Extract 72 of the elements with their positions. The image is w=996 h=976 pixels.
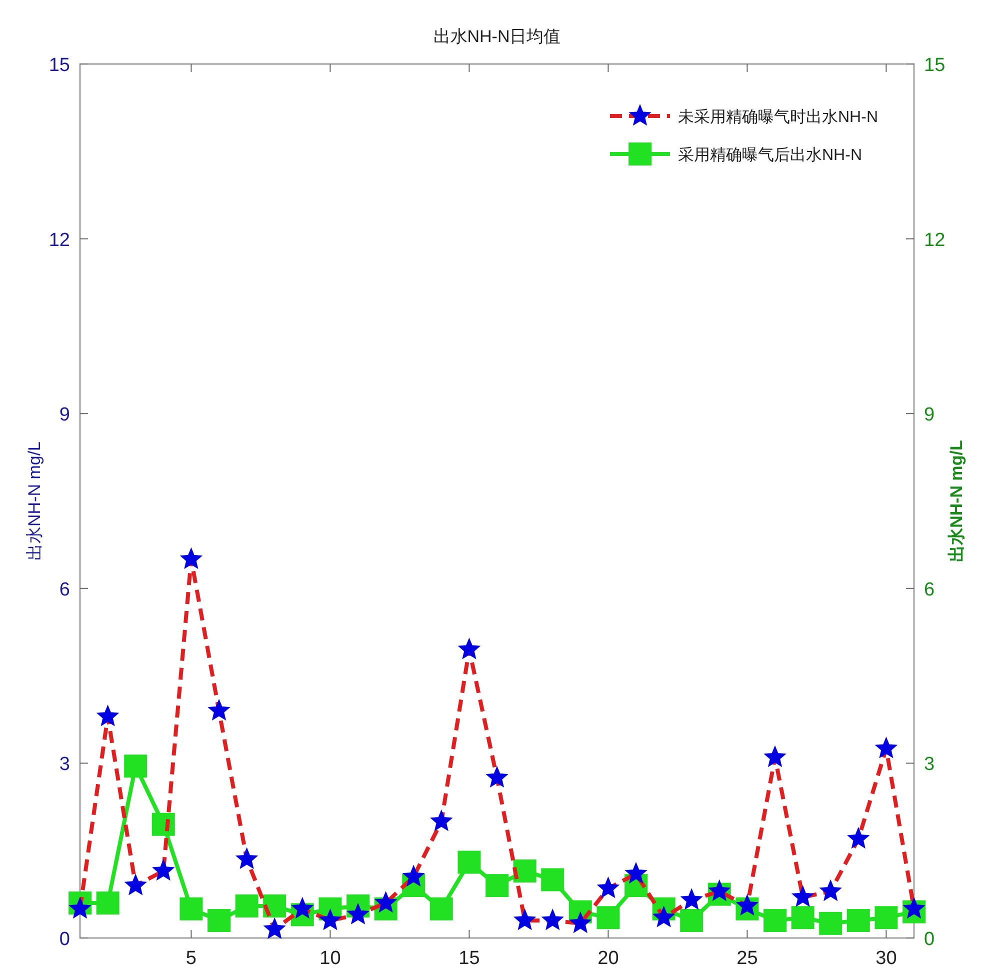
point <box>96 892 120 915</box>
point <box>626 863 646 883</box>
point <box>430 897 453 920</box>
point <box>235 894 258 918</box>
point <box>264 918 285 938</box>
y2-tick-label: 12 <box>924 230 946 251</box>
x-tick-label: 25 <box>736 948 758 969</box>
y2-tick-label: 0 <box>924 929 935 950</box>
x-tick-label: 30 <box>876 948 897 969</box>
point <box>320 910 340 930</box>
point <box>403 866 424 886</box>
x-tick-label: 20 <box>598 948 619 969</box>
y-tick-label: 0 <box>59 929 70 950</box>
y2-axis-title: 出水NH-N mg/L <box>947 440 966 562</box>
point <box>680 909 704 932</box>
point <box>874 906 898 930</box>
point <box>376 892 396 912</box>
y-tick-label: 12 <box>48 230 70 251</box>
point <box>764 746 786 766</box>
y-tick-label: 15 <box>48 55 70 76</box>
point <box>709 880 730 900</box>
point <box>819 912 842 935</box>
y-tick-label: 3 <box>59 754 70 776</box>
point <box>292 898 313 918</box>
point <box>820 880 841 900</box>
y2-tick-label: 9 <box>924 404 935 426</box>
legend-label: 未采用精确曝气时出水NH-N <box>678 108 878 126</box>
y2-tick-label: 6 <box>924 579 935 600</box>
point <box>791 906 814 930</box>
point <box>598 878 618 898</box>
point <box>125 874 146 894</box>
point <box>848 828 869 848</box>
y-tick-label: 6 <box>59 579 70 600</box>
point <box>541 868 564 892</box>
point <box>792 886 814 906</box>
point <box>124 754 148 778</box>
point <box>458 850 481 874</box>
point <box>348 904 368 924</box>
point <box>153 860 174 880</box>
point <box>180 897 203 920</box>
point <box>681 889 702 909</box>
y-tick-label: 9 <box>59 404 70 426</box>
point <box>236 848 258 868</box>
point <box>846 909 870 932</box>
point <box>458 638 480 658</box>
point <box>180 548 202 568</box>
point <box>736 895 758 915</box>
point <box>70 898 90 918</box>
y-axis-title: 出水NH-N mg/L <box>25 441 44 561</box>
point <box>904 898 924 918</box>
point <box>514 910 536 930</box>
point <box>208 700 230 720</box>
chart-title: 出水NH-N日均值 <box>433 27 561 46</box>
point <box>596 906 620 930</box>
legend-label: 采用精确曝气后出水NH-N <box>678 146 862 164</box>
point <box>98 706 118 726</box>
x-tick-label: 15 <box>458 948 480 969</box>
y2-tick-label: 3 <box>924 754 935 776</box>
point <box>764 909 786 932</box>
point <box>513 859 536 882</box>
y2-tick-label: 15 <box>924 55 946 76</box>
point <box>876 738 896 758</box>
point <box>152 812 175 836</box>
point <box>486 874 508 898</box>
point <box>570 912 591 932</box>
point <box>654 906 674 926</box>
point <box>542 910 563 930</box>
point <box>486 767 508 787</box>
point <box>431 810 452 830</box>
x-tick-label: 5 <box>186 948 196 969</box>
x-tick-label: 10 <box>320 948 341 969</box>
point <box>208 909 230 932</box>
